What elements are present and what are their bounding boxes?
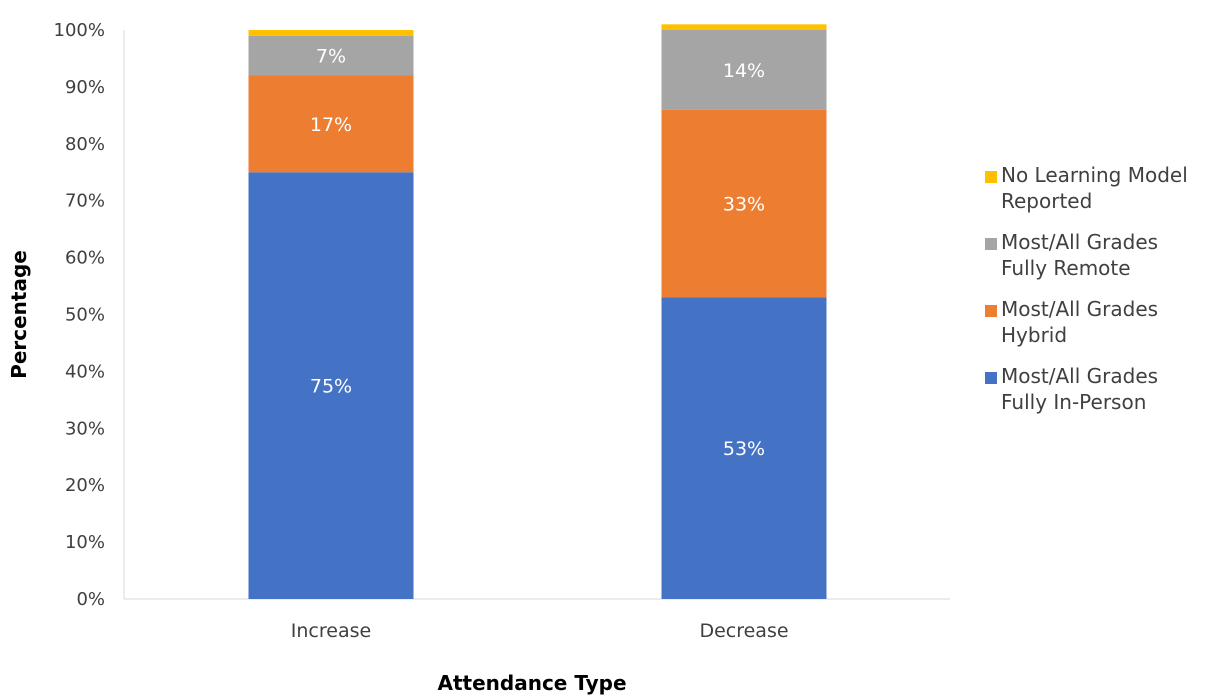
x-tick-label: Decrease (699, 620, 788, 642)
bar-segment (248, 30, 414, 36)
bar-segment (248, 75, 414, 173)
y-tick-label: 20% (65, 475, 105, 496)
legend-swatch (985, 305, 997, 317)
y-tick-label: 70% (65, 191, 105, 212)
y-tick-label: 60% (65, 248, 105, 269)
data-label: 17% (310, 114, 352, 136)
legend-label: No Learning Model Reported (1001, 163, 1188, 213)
y-tick-label: 40% (65, 361, 105, 382)
data-label: 33% (723, 194, 765, 216)
legend-swatch (985, 171, 997, 183)
y-tick-label: 100% (54, 20, 105, 41)
x-axis-title: Attendance Type (437, 671, 626, 695)
legend-label-line: Most/All Grades (1001, 364, 1158, 388)
legend-label: Most/All Grades Hybrid (1001, 297, 1158, 347)
x-tick-label: Increase (291, 620, 371, 642)
legend-label-line: Fully In-Person (1001, 390, 1146, 414)
legend-swatch (985, 238, 997, 250)
legend-label-line: No Learning Model (1001, 163, 1188, 187)
y-axis-title: Percentage (7, 250, 31, 379)
legend-label-line: Fully Remote (1001, 256, 1131, 280)
legend-label: Most/All Grades Fully In-Person (1001, 364, 1158, 414)
bar-segment (661, 109, 827, 298)
legend-label-line: Hybrid (1001, 323, 1067, 347)
data-label: 14% (723, 60, 765, 82)
bar-segment (661, 30, 827, 110)
legend-swatch (985, 372, 997, 384)
y-tick-label: 10% (65, 532, 105, 553)
y-tick-label: 80% (65, 134, 105, 155)
y-tick-label: 90% (65, 77, 105, 98)
legend-label: Most/All Grades Fully Remote (1001, 230, 1158, 280)
data-label: 75% (310, 376, 352, 398)
bar-segment (661, 24, 827, 30)
y-tick-label: 0% (76, 589, 105, 610)
y-tick-label: 30% (65, 418, 105, 439)
data-label: 53% (723, 438, 765, 460)
data-label: 7% (316, 46, 346, 68)
legend-label-line: Reported (1001, 189, 1092, 213)
legend-label-line: Most/All Grades (1001, 230, 1158, 254)
legend-label-line: Most/All Grades (1001, 297, 1158, 321)
bar-segment (248, 172, 414, 599)
bar-segment (248, 35, 414, 76)
bar-segment (661, 297, 827, 599)
y-tick-label: 50% (65, 305, 105, 326)
